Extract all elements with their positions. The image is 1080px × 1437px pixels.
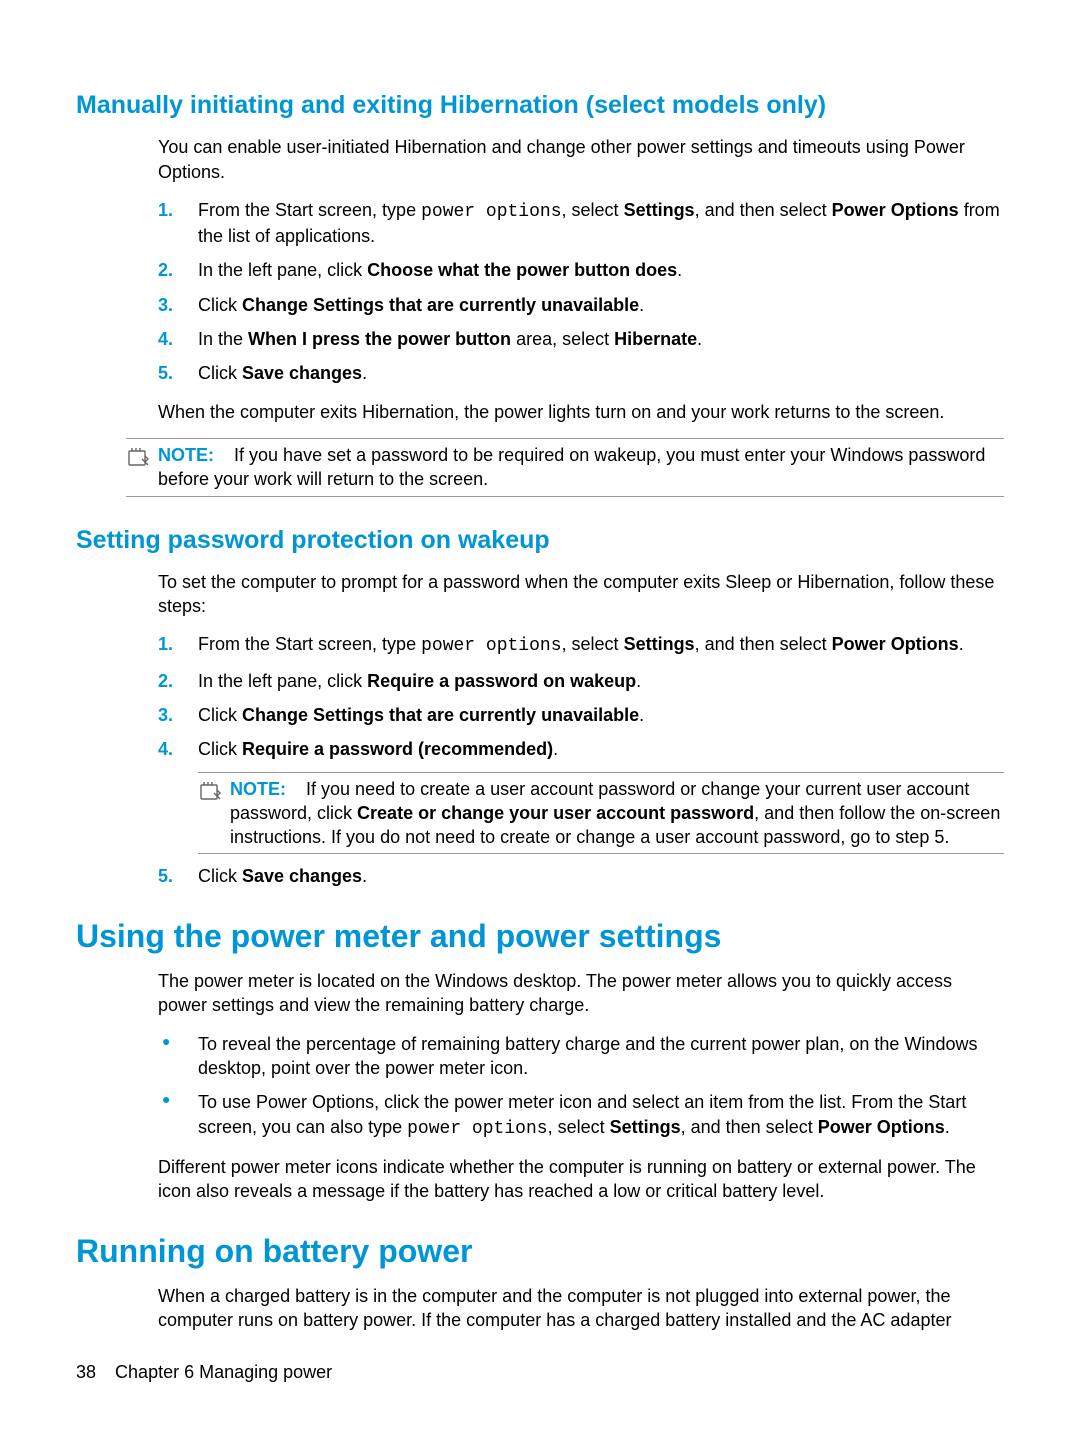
step-number: 4. [158, 327, 186, 351]
list-item: 1. From the Start screen, type power opt… [158, 198, 1004, 249]
text: , and then select [695, 200, 832, 220]
note-label: NOTE: [230, 779, 286, 799]
bold-text: Power Options [832, 200, 959, 220]
step-number: 2. [158, 669, 186, 693]
list-item: 2. In the left pane, click Choose what t… [158, 258, 1004, 282]
step-number: 2. [158, 258, 186, 282]
bold-text: Hibernate [614, 329, 697, 349]
text: , select [548, 1117, 610, 1137]
bold-text: Settings [610, 1117, 681, 1137]
text: In the left pane, click [198, 671, 367, 691]
page-footer: 38 Chapter 6 Managing power [76, 1362, 332, 1383]
section-battery-body: When a charged battery is in the compute… [158, 1284, 1004, 1333]
step-number: 1. [158, 632, 186, 656]
list-item: 3. Click Change Settings that are curren… [158, 703, 1004, 727]
paragraph: When a charged battery is in the compute… [158, 1284, 1004, 1333]
bold-text: Settings [624, 200, 695, 220]
mono-text: power options [421, 636, 561, 656]
text: . [362, 363, 367, 383]
document-page: Manually initiating and exiting Hibernat… [0, 0, 1080, 1437]
text: From the Start screen, type [198, 200, 421, 220]
bullet-list: To reveal the percentage of remaining ba… [158, 1032, 1004, 1141]
heading-power-meter: Using the power meter and power settings [76, 917, 1004, 955]
note-icon [126, 445, 150, 469]
numbered-list: 1. From the Start screen, type power opt… [158, 632, 1004, 888]
paragraph: To set the computer to prompt for a pass… [158, 570, 1004, 619]
bold-text: Change Settings that are currently unava… [242, 705, 639, 725]
heading-password-wakeup: Setting password protection on wakeup [76, 525, 1004, 556]
text: . [697, 329, 702, 349]
list-item: To reveal the percentage of remaining ba… [158, 1032, 1004, 1081]
note-label: NOTE: [158, 445, 214, 465]
list-item: 2. In the left pane, click Require a pas… [158, 669, 1004, 693]
text: . [362, 866, 367, 886]
text: In the left pane, click [198, 260, 367, 280]
bold-text: Create or change your user account passw… [357, 803, 754, 823]
list-item: 1. From the Start screen, type power opt… [158, 632, 1004, 658]
text: . [677, 260, 682, 280]
text: . [959, 634, 964, 654]
list-item: To use Power Options, click the power me… [158, 1090, 1004, 1141]
text: Click [198, 739, 242, 759]
page-number: 38 [76, 1362, 96, 1382]
paragraph: When the computer exits Hibernation, the… [158, 400, 1004, 424]
note-icon [198, 779, 222, 803]
note-text [219, 445, 234, 465]
bold-text: Power Options [832, 634, 959, 654]
mono-text: power options [407, 1119, 547, 1139]
text: , select [562, 634, 624, 654]
section-power-meter-body: The power meter is located on the Window… [158, 969, 1004, 1203]
text: , select [562, 200, 624, 220]
text: In the [198, 329, 248, 349]
step-number: 5. [158, 864, 186, 888]
text: . [636, 671, 641, 691]
text: . [945, 1117, 950, 1137]
step-number: 4. [158, 737, 186, 761]
heading-battery-power: Running on battery power [76, 1232, 1004, 1270]
section-password-body: To set the computer to prompt for a pass… [158, 570, 1004, 889]
text: Click [198, 295, 242, 315]
step-number: 1. [158, 198, 186, 222]
text: area, select [511, 329, 614, 349]
text: Click [198, 866, 242, 886]
bold-text: When I press the power button [248, 329, 511, 349]
text: . [639, 705, 644, 725]
note-box: NOTE: If you have set a password to be r… [126, 438, 1004, 497]
list-item: 5. Click Save changes. [158, 361, 1004, 385]
bold-text: Settings [624, 634, 695, 654]
list-item: 3. Click Change Settings that are curren… [158, 293, 1004, 317]
step-number: 3. [158, 293, 186, 317]
mono-text: power options [421, 202, 561, 222]
bold-text: Require a password on wakeup [367, 671, 636, 691]
paragraph: Different power meter icons indicate whe… [158, 1155, 1004, 1204]
section-hibernation-body: You can enable user-initiated Hibernatio… [158, 135, 1004, 496]
heading-hibernation: Manually initiating and exiting Hibernat… [76, 90, 1004, 121]
bold-text: Save changes [242, 363, 362, 383]
text: Click [198, 705, 242, 725]
bold-text: Require a password (recommended) [242, 739, 553, 759]
step-number: 3. [158, 703, 186, 727]
bold-text: Save changes [242, 866, 362, 886]
text: To reveal the percentage of remaining ba… [198, 1034, 977, 1078]
bold-text: Power Options [818, 1117, 945, 1137]
note-text: If you have set a password to be require… [158, 445, 985, 489]
chapter-label: Chapter 6 Managing power [115, 1362, 332, 1382]
paragraph: The power meter is located on the Window… [158, 969, 1004, 1018]
text: . [553, 739, 558, 759]
note-box: NOTE: If you need to create a user accou… [198, 772, 1004, 855]
text: . [639, 295, 644, 315]
bold-text: Choose what the power button does [367, 260, 677, 280]
text: , and then select [695, 634, 832, 654]
step-number: 5. [158, 361, 186, 385]
bold-text: Change Settings that are currently unava… [242, 295, 639, 315]
paragraph: You can enable user-initiated Hibernatio… [158, 135, 1004, 184]
note-text [291, 779, 306, 799]
list-item: 4. Click Require a password (recommended… [158, 737, 1004, 854]
text: , and then select [681, 1117, 818, 1137]
list-item: 4. In the When I press the power button … [158, 327, 1004, 351]
numbered-list: 1. From the Start screen, type power opt… [158, 198, 1004, 386]
list-item: 5. Click Save changes. [158, 864, 1004, 888]
text: From the Start screen, type [198, 634, 421, 654]
text: Click [198, 363, 242, 383]
